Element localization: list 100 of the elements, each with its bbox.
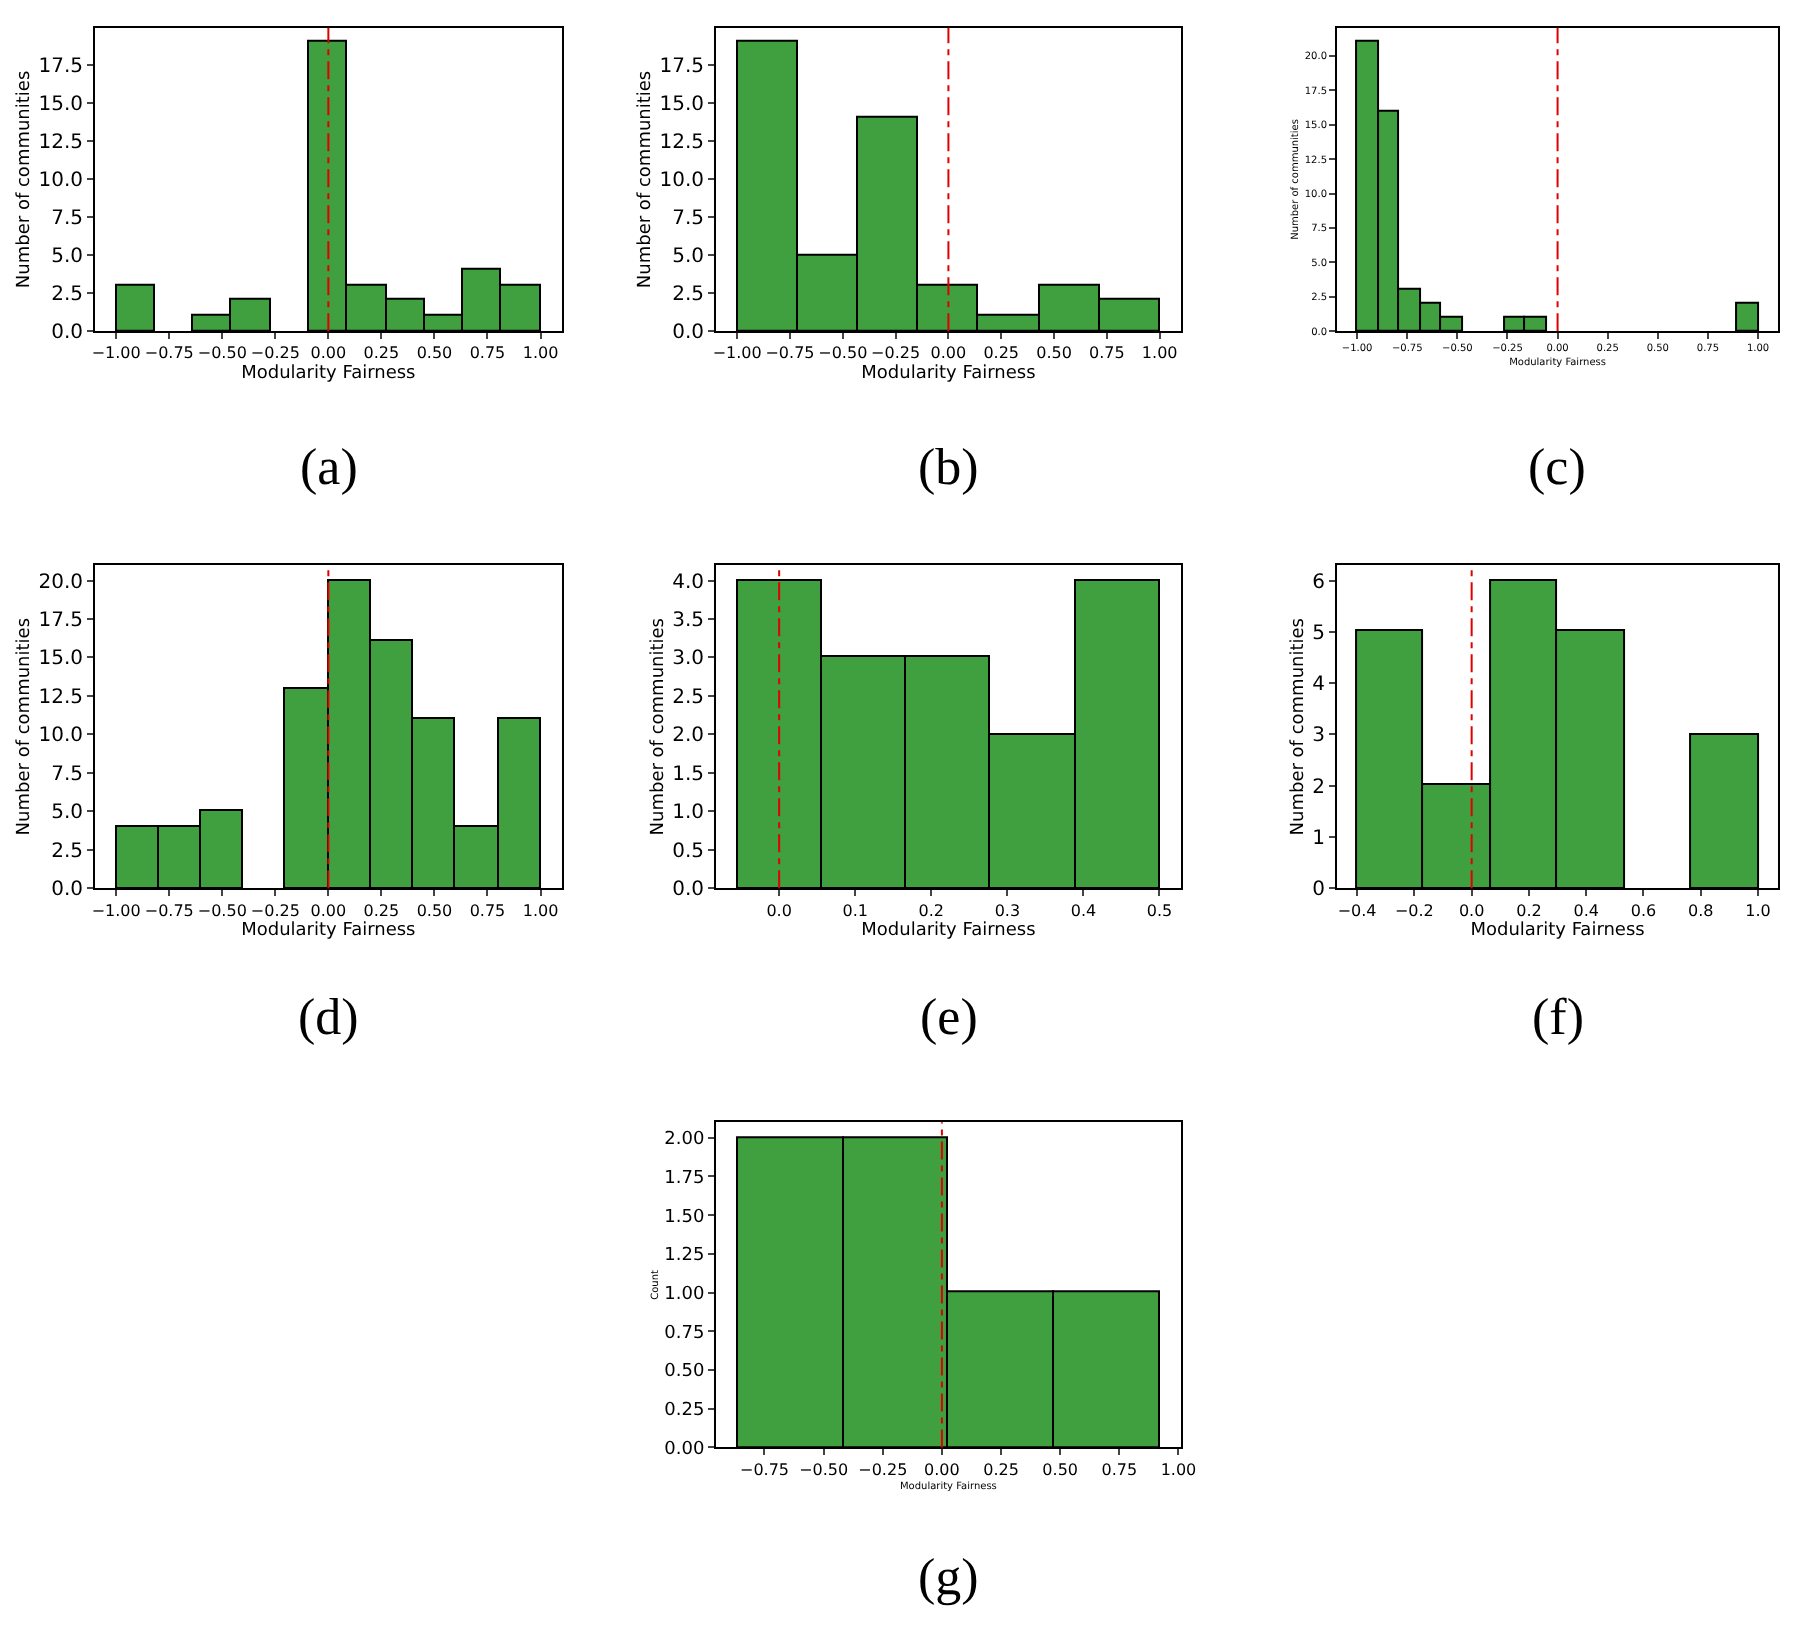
x-tick-label: 0.6 (1630, 901, 1657, 920)
x-tick-label: 0.00 (930, 344, 967, 363)
y-tick-label: 0.0 (51, 879, 83, 902)
y-tick-label: 0.5 (672, 840, 705, 863)
y-tick-label: 4 (1312, 674, 1326, 697)
x-tick-label: −0.50 (197, 344, 247, 363)
y-tick-label: 15.0 (38, 94, 83, 117)
x-tick-label: −0.50 (799, 1460, 849, 1479)
x-tick-label: 0.2 (918, 901, 945, 920)
y-tick-label: 7.5 (51, 763, 83, 786)
x-axis-title: Modularity Fairness (861, 363, 1037, 384)
y-tick-label: 12.5 (38, 132, 83, 155)
x-tick-label: −0.25 (250, 901, 300, 920)
x-tick-label: −0.4 (1337, 901, 1377, 920)
y-tick-label: 2.5 (51, 840, 83, 863)
y-tick-label: 2.0 (672, 725, 705, 748)
x-tick-label: 0.75 (1089, 344, 1125, 363)
y-tick-label: 5.0 (51, 802, 83, 825)
y-tick-label: 0.75 (664, 1323, 705, 1344)
x-tick-label: 0.00 (924, 1460, 960, 1479)
y-axis-title: Number of communities (1289, 617, 1309, 836)
x-tick-label: −0.75 (144, 901, 194, 920)
x-tick-label: 0.50 (1042, 1460, 1078, 1479)
y-tick-label: 2.5 (51, 284, 83, 307)
text: (a) (300, 438, 358, 496)
x-tick-label: −0.2 (1394, 901, 1434, 920)
y-tick-label: 5.0 (672, 246, 705, 269)
x-tick-label: 1.00 (522, 901, 559, 920)
x-tick-label: 0.4 (1573, 901, 1599, 920)
y-tick-label: 10.0 (38, 725, 83, 748)
text: (e) (920, 988, 978, 1046)
y-axis-title: Number of communities (15, 617, 36, 836)
y-tick-label: 10.0 (38, 170, 83, 193)
y-tick-label: 0.0 (672, 879, 705, 902)
y-tick-label: 0.00 (664, 1439, 705, 1460)
x-tick-label: −1.00 (712, 344, 762, 363)
x-tick-label: −1.00 (91, 901, 141, 920)
y-axis-title: Number of communities (15, 70, 36, 289)
y-tick-label: 0.25 (664, 1401, 705, 1422)
text: (b) (918, 438, 979, 496)
x-tick-label: 1.00 (1141, 344, 1178, 363)
y-tick-label: 15.0 (38, 648, 83, 671)
y-tick-label: 2.00 (664, 1130, 705, 1151)
y-tick-label: 17.5 (659, 56, 705, 79)
y-axis-title: Number of communities (648, 617, 669, 836)
y-tick-label: 3.0 (672, 648, 705, 671)
x-tick-label: 0.75 (469, 344, 506, 363)
text: (f) (1532, 988, 1584, 1046)
y-tick-label: 17.5 (38, 609, 83, 632)
x-tick-label: 1.00 (1160, 1460, 1197, 1479)
y-tick-label: 1.75 (664, 1168, 705, 1189)
y-tick-label: 4.0 (672, 571, 705, 594)
y-tick-label: 2.5 (672, 284, 705, 307)
x-axis-title: Modularity Fairness (241, 363, 417, 384)
x-tick-label: 0.25 (983, 1460, 1019, 1479)
y-tick-label: 10.0 (659, 170, 705, 193)
text: (d) (298, 988, 359, 1046)
x-tick-label: −0.50 (197, 901, 247, 920)
x-tick-label: 0.3 (994, 901, 1021, 920)
x-tick-label: 0.00 (310, 344, 347, 363)
y-tick-label: 1.00 (664, 1284, 705, 1305)
y-tick-label: 1.0 (672, 802, 705, 825)
x-tick-label: 0.25 (363, 901, 400, 920)
x-axis-title: Modularity Fairness (861, 921, 1037, 942)
x-tick-label: −0.25 (250, 344, 300, 363)
y-tick-label: 1.5 (672, 763, 705, 786)
x-tick-label: −0.50 (818, 344, 868, 363)
y-tick-label: 1.25 (664, 1246, 705, 1267)
x-tick-label: −0.25 (858, 1460, 908, 1479)
x-tick-label: 0.0 (1458, 901, 1485, 920)
y-tick-label: 7.5 (51, 208, 83, 231)
x-tick-label: 1.0 (1745, 901, 1771, 920)
x-axis-title: Modularity Fairness (241, 921, 417, 942)
x-tick-label: −0.75 (765, 344, 815, 363)
x-tick-label: −0.25 (871, 344, 921, 363)
y-tick-label: 5 (1312, 622, 1326, 645)
x-tick-label: 0.25 (983, 344, 1020, 363)
x-tick-label: 0.75 (469, 901, 506, 920)
y-tick-label: 7.5 (672, 208, 705, 231)
x-axis-title: Modularity Fairness (1470, 921, 1646, 942)
text: (g) (918, 1548, 979, 1606)
x-tick-label: 1.00 (522, 344, 559, 363)
y-tick-label: 1 (1312, 828, 1326, 851)
y-tick-label: 2 (1312, 776, 1326, 799)
y-tick-label: 1.50 (664, 1207, 705, 1228)
y-tick-label: 0.50 (664, 1362, 705, 1383)
x-tick-label: −1.00 (91, 344, 141, 363)
x-tick-label: 0.0 (766, 901, 792, 920)
x-tick-label: 0.00 (310, 901, 347, 920)
text: (c) (1528, 438, 1586, 496)
x-tick-label: 0.50 (416, 901, 453, 920)
y-tick-label: 17.5 (38, 56, 83, 79)
x-tick-label: 0.50 (1036, 344, 1072, 363)
x-tick-label: 0.5 (1146, 901, 1173, 920)
y-tick-label: 5.0 (51, 246, 83, 269)
y-tick-label: 15.0 (659, 94, 705, 117)
y-tick-label: 2.5 (672, 686, 705, 709)
y-tick-label: 6 (1312, 571, 1326, 594)
x-tick-label: 0.75 (1101, 1460, 1138, 1479)
x-tick-label: 0.4 (1070, 901, 1097, 920)
